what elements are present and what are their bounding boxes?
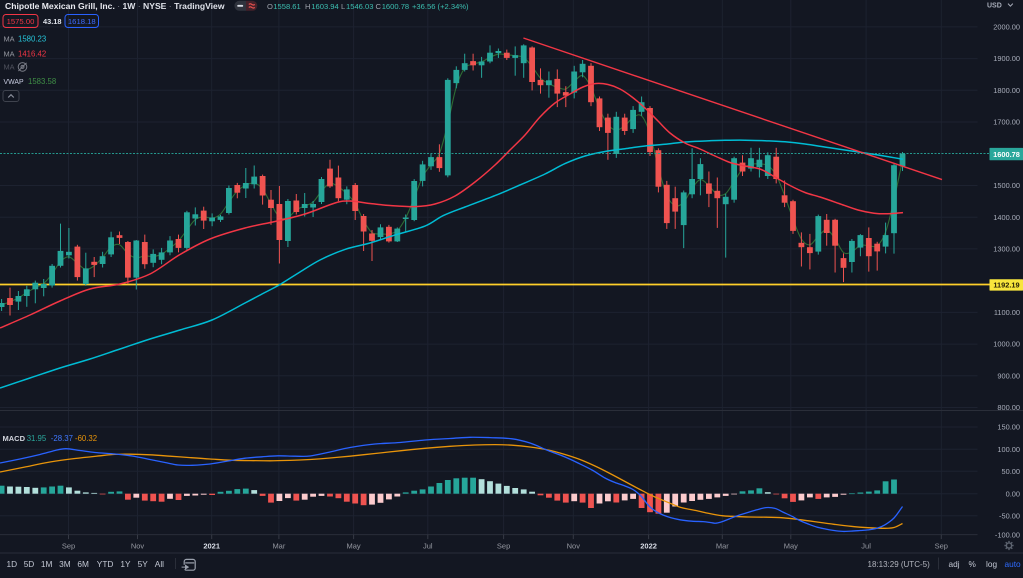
svg-text:Sep: Sep: [497, 541, 510, 550]
svg-text:1M: 1M: [41, 559, 53, 569]
svg-text:%: %: [969, 559, 977, 569]
svg-text:1900.00: 1900.00: [993, 54, 1020, 63]
svg-text:auto: auto: [1005, 559, 1022, 569]
svg-text:USD: USD: [987, 2, 1002, 9]
svg-text:1546.03: 1546.03: [346, 2, 373, 11]
svg-text:5D: 5D: [24, 559, 35, 569]
svg-text:MACD: MACD: [3, 434, 26, 443]
svg-text:Chipotle Mexican Grill, Inc. ·: Chipotle Mexican Grill, Inc. · 1W · NYSE…: [5, 1, 225, 11]
svg-text:2021: 2021: [203, 541, 220, 550]
svg-text:3M: 3M: [59, 559, 71, 569]
svg-text:1416.42: 1416.42: [18, 49, 46, 58]
svg-text:1600.78: 1600.78: [382, 2, 409, 11]
svg-text:1603.94: 1603.94: [311, 2, 338, 11]
svg-text:5Y: 5Y: [138, 559, 149, 569]
svg-text:1600.78: 1600.78: [993, 150, 1020, 159]
svg-text:1300.00: 1300.00: [993, 245, 1020, 254]
svg-text:2022: 2022: [640, 541, 657, 550]
svg-text:2000.00: 2000.00: [993, 23, 1020, 32]
svg-text:MA: MA: [4, 34, 15, 43]
svg-text:-60.32: -60.32: [75, 434, 97, 443]
svg-text:-100.00: -100.00: [995, 531, 1020, 540]
svg-text:L: L: [341, 2, 345, 11]
svg-text:Nov: Nov: [567, 541, 581, 550]
svg-text:1400.00: 1400.00: [993, 213, 1020, 222]
svg-text:1100.00: 1100.00: [994, 308, 1020, 317]
svg-text:1700.00: 1700.00: [993, 118, 1020, 127]
svg-text:1618.18: 1618.18: [68, 17, 96, 26]
svg-text:18:13:29 (UTC-5): 18:13:29 (UTC-5): [868, 560, 931, 569]
svg-text:1575.00: 1575.00: [7, 17, 35, 26]
svg-text:MA: MA: [4, 49, 15, 58]
svg-text:adj: adj: [949, 559, 960, 569]
svg-text:log: log: [986, 559, 997, 569]
svg-text:Sep: Sep: [62, 541, 75, 550]
svg-text:100.00: 100.00: [997, 445, 1020, 454]
svg-text:All: All: [155, 559, 164, 569]
svg-text:C: C: [376, 2, 382, 11]
svg-text:1000.00: 1000.00: [993, 340, 1020, 349]
svg-text:1500.00: 1500.00: [993, 181, 1020, 190]
svg-text:1Y: 1Y: [120, 559, 131, 569]
svg-text:Sep: Sep: [935, 541, 948, 550]
svg-text:1558.61: 1558.61: [273, 2, 300, 11]
svg-text:Mar: Mar: [272, 541, 285, 550]
svg-text:-50.00: -50.00: [999, 511, 1020, 520]
svg-text:YTD: YTD: [97, 559, 114, 569]
svg-text:Jul: Jul: [423, 541, 433, 550]
svg-text:1D: 1D: [7, 559, 18, 569]
svg-text:VWAP: VWAP: [4, 79, 24, 86]
svg-text:May: May: [347, 541, 361, 550]
svg-text:1800.00: 1800.00: [993, 86, 1020, 95]
svg-text:O: O: [267, 2, 273, 11]
svg-text:H: H: [305, 2, 310, 11]
svg-text:Nov: Nov: [131, 541, 145, 550]
svg-text:0.00: 0.00: [1006, 489, 1020, 498]
svg-text:150.00: 150.00: [997, 423, 1020, 432]
svg-text:1580.23: 1580.23: [18, 34, 46, 43]
svg-text:31.95: 31.95: [27, 434, 47, 443]
svg-text:MA: MA: [4, 63, 15, 72]
svg-text:1192.19: 1192.19: [993, 281, 1019, 290]
svg-text:43.18: 43.18: [43, 17, 62, 26]
svg-text:800.00: 800.00: [997, 403, 1020, 412]
svg-text:Mar: Mar: [716, 541, 729, 550]
svg-text:May: May: [784, 541, 798, 550]
svg-text:+36.56 (+2.34%): +36.56 (+2.34%): [412, 2, 469, 11]
svg-text:900.00: 900.00: [997, 371, 1020, 380]
svg-text:6M: 6M: [77, 559, 89, 569]
svg-text:50.00: 50.00: [1002, 467, 1021, 476]
svg-text:1583.58: 1583.58: [28, 77, 56, 86]
svg-text:Jul: Jul: [861, 541, 871, 550]
svg-text:-28.37: -28.37: [51, 434, 73, 443]
